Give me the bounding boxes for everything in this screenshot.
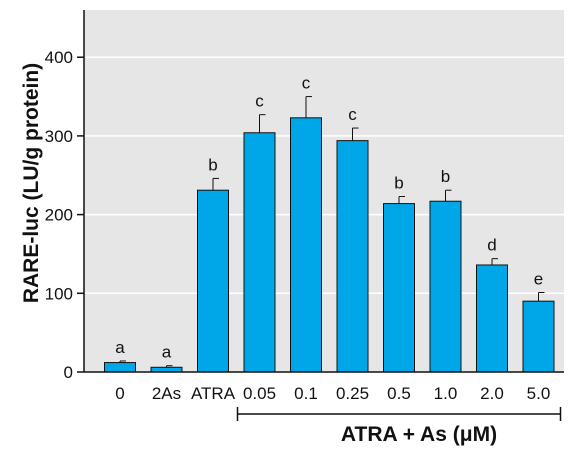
significance-label: b: [394, 174, 403, 193]
significance-label: b: [208, 155, 217, 174]
significance-label: c: [348, 105, 357, 124]
x-tick-label: 0: [115, 384, 124, 403]
significance-label: a: [115, 338, 125, 357]
bar-0.05: [243, 132, 276, 373]
significance-label: e: [534, 270, 543, 289]
significance-label: a: [162, 343, 172, 362]
y-tick-label: 400: [45, 48, 73, 67]
bar-2.0: [476, 264, 508, 373]
bar-ATRA: [197, 189, 229, 373]
bar-0: [104, 362, 136, 373]
significance-label: c: [302, 74, 311, 93]
y-tick-label: 300: [45, 127, 73, 146]
y-axis-label: RARE-luc (LU/g protein): [20, 63, 43, 303]
x-tick-label: 0.05: [243, 384, 276, 403]
significance-label: b: [441, 167, 450, 186]
significance-label: d: [487, 236, 496, 255]
significance-label: c: [255, 92, 264, 111]
axes: 0 100 200 300 400 0 2As ATRA 0.05 0.1 0.25 0.5 1.0 2.…: [45, 10, 564, 403]
y-tick-label: 0: [64, 363, 73, 382]
y-tick-label: 100: [45, 284, 73, 303]
x-tick-label: 0.1: [294, 384, 318, 403]
x-axis-bracket: ATRA + As (μM): [236, 407, 562, 446]
bar-0.1: [290, 117, 322, 373]
bracket-label: ATRA + As (μM): [341, 423, 497, 446]
bars: a a b c c c b b d e: [104, 74, 555, 373]
x-tick-label: 0.25: [336, 384, 369, 403]
x-tick-label: 5.0: [527, 384, 551, 403]
bar-0.25: [336, 140, 369, 373]
x-tick-label: 2.0: [480, 384, 504, 403]
x-tick-label: 0.5: [387, 384, 411, 403]
gridlines: [84, 10, 564, 372]
x-tick-label: ATRA: [191, 384, 236, 403]
bar-0.5: [383, 203, 415, 373]
y-tick-label: 200: [45, 206, 73, 225]
bar-1.0: [429, 200, 462, 373]
bar-5.0: [522, 300, 555, 373]
x-tick-label: 2As: [152, 384, 181, 403]
x-tick-label: 1.0: [434, 384, 458, 403]
